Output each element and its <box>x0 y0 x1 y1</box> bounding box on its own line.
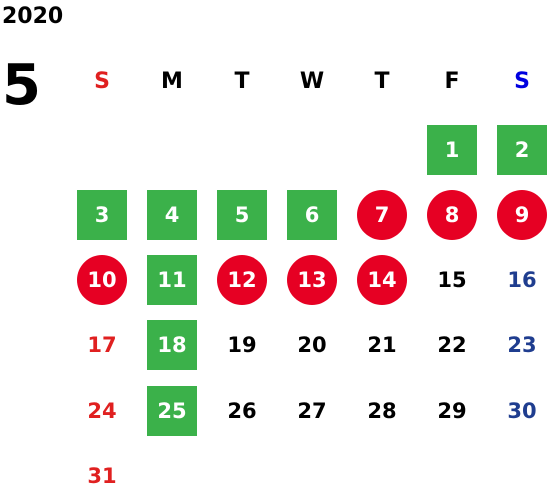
calendar-day-28: 28 <box>367 398 397 423</box>
weekday-thu: T <box>374 69 390 94</box>
calendar-day-1: 1 <box>427 125 477 175</box>
calendar-day-16: 16 <box>507 267 537 292</box>
calendar-day-15: 15 <box>437 267 467 292</box>
weekday-wed: W <box>299 69 325 94</box>
calendar-day-30: 30 <box>507 398 537 423</box>
weekday-tue: T <box>234 69 250 94</box>
calendar-day-4: 4 <box>147 190 197 240</box>
calendar-day-9: 9 <box>497 190 547 240</box>
calendar-day-18: 18 <box>147 320 197 370</box>
weekday-sat: S <box>514 69 530 94</box>
calendar-day-22: 22 <box>437 332 467 357</box>
calendar-day-25: 25 <box>147 386 197 436</box>
calendar-day-13: 13 <box>287 255 337 305</box>
calendar-day-31: 31 <box>87 463 117 488</box>
calendar-day-10: 10 <box>77 255 127 305</box>
calendar-day-26: 26 <box>227 398 257 423</box>
weekday-sun: S <box>94 69 110 94</box>
calendar-month: 5 <box>2 53 41 118</box>
calendar-day-7: 7 <box>357 190 407 240</box>
calendar-day-8: 8 <box>427 190 477 240</box>
calendar-day-23: 23 <box>507 332 537 357</box>
weekday-fri: F <box>444 69 460 94</box>
calendar-day-3: 3 <box>77 190 127 240</box>
calendar-day-12: 12 <box>217 255 267 305</box>
calendar-day-2: 2 <box>497 125 547 175</box>
calendar-day-21: 21 <box>367 332 397 357</box>
calendar-day-5: 5 <box>217 190 267 240</box>
calendar-day-20: 20 <box>297 332 327 357</box>
calendar-day-19: 19 <box>227 332 257 357</box>
calendar-year: 2020 <box>2 4 64 29</box>
calendar-day-24: 24 <box>87 398 117 423</box>
calendar-day-27: 27 <box>297 398 327 423</box>
weekday-mon: M <box>161 69 183 94</box>
calendar-day-29: 29 <box>437 398 467 423</box>
calendar-day-17: 17 <box>87 332 117 357</box>
calendar-day-14: 14 <box>357 255 407 305</box>
calendar-day-11: 11 <box>147 255 197 305</box>
calendar-day-6: 6 <box>287 190 337 240</box>
